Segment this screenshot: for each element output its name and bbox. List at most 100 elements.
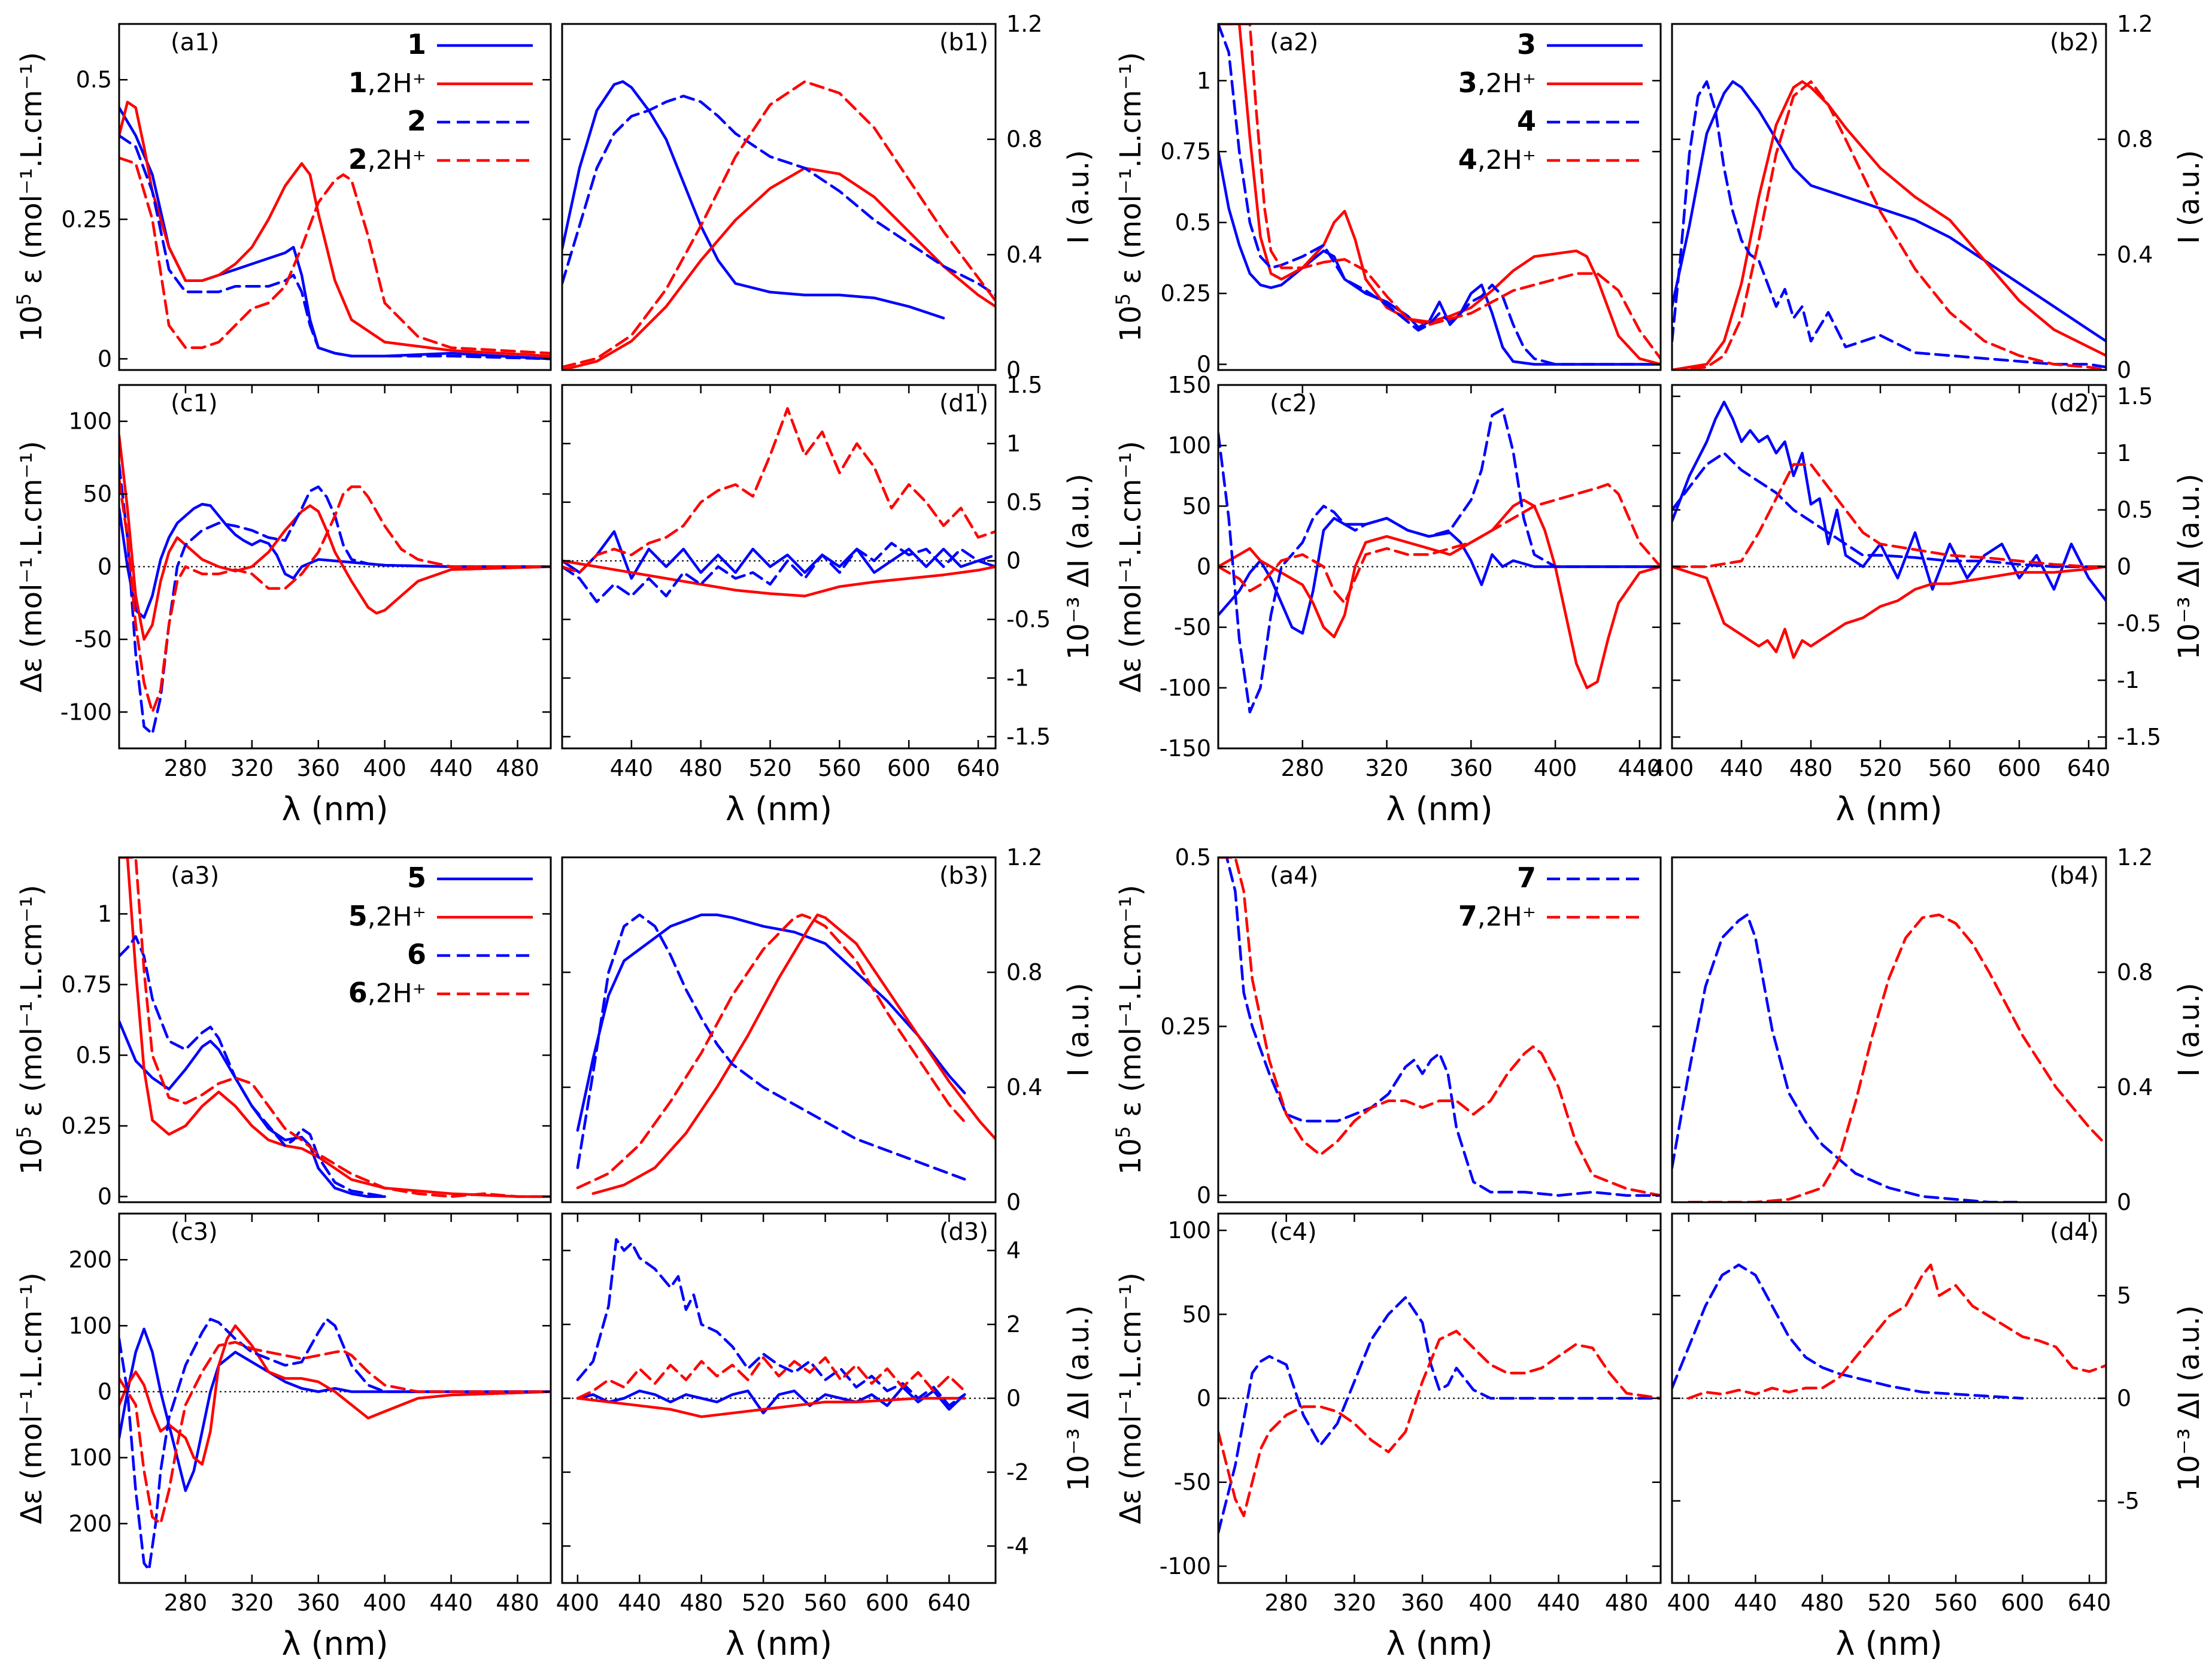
y-axis-label: 105 ε (mol⁻¹.L.cm⁻¹) (1112, 885, 1148, 1175)
y-tick-label: 0.25 (61, 1113, 112, 1139)
panel-label: (b2) (2050, 29, 2099, 56)
panel-c1: -100 -50 0 50 100 280 320 360 400 440 480 (c1) Δε (m… (15, 384, 552, 828)
x-tick-label: 440 (429, 1590, 473, 1616)
series-group (1218, 408, 1661, 714)
y-tick-label: 0.5 (1175, 210, 1211, 236)
x-tick-label: 400 (1469, 1590, 1513, 1616)
y-tick-label: 4 (1006, 1238, 1021, 1264)
x-tick-label: 400 (363, 755, 406, 781)
plot-frame (561, 23, 997, 371)
x-tick-label: 400 (1667, 1590, 1711, 1616)
x-tick-label: 520 (1859, 755, 1902, 781)
x-axis-label: λ (nm) (1835, 1625, 1942, 1663)
y-tick-label: 0 (98, 1378, 112, 1405)
y-tick-label: 100 (68, 408, 112, 435)
series-group (576, 913, 996, 1195)
legend-entry: 7,2H⁺ (1458, 900, 1536, 932)
y-tick-label: 1.5 (2117, 383, 2153, 410)
y-tick-label: 50 (1182, 1301, 1211, 1327)
y-tick-label: 1.2 (2117, 11, 2153, 37)
series-line (576, 1397, 966, 1418)
y-tick-label: 200 (68, 1247, 112, 1273)
x-tick-label: 600 (1998, 755, 2041, 781)
y-tick-label: 0.5 (76, 66, 112, 93)
x-tick-label: 400 (1534, 755, 1577, 781)
y-tick-label: 1 (1006, 430, 1021, 457)
x-tick-label: 480 (496, 755, 539, 781)
y-tick-label: -50 (1174, 1469, 1211, 1496)
y-tick-label: 5 (2117, 1282, 2131, 1309)
panel-label: (c1) (171, 390, 218, 417)
y-tick-label: 0 (98, 345, 112, 372)
y-tick-label: 0.5 (1175, 844, 1211, 871)
panel-d4: -5 0 5 400 440 480 520 560 600 640 (d4) 10⁻³ ΔI (a.… (1667, 1212, 2206, 1663)
x-tick-label: 480 (1605, 1590, 1649, 1616)
y-tick-label: 0 (2117, 357, 2131, 383)
y-tick-label: 1.2 (1006, 11, 1042, 37)
panel-label: (d2) (2050, 390, 2099, 417)
series-group (562, 80, 996, 370)
series-line (576, 913, 966, 1190)
series-group (576, 1238, 966, 1418)
series-line (1672, 80, 2106, 369)
x-tick-label: 600 (866, 1590, 909, 1616)
plot-frame (1671, 23, 2107, 371)
panel-d2: -1.5 -1 -0.5 0 0.5 1 1.5 400 440 480 520 560 600 640 (… (1650, 383, 2206, 828)
panel-label: (a3) (171, 862, 219, 890)
panel-label: (a4) (1270, 862, 1318, 890)
x-axis-label: λ (nm) (726, 1625, 832, 1663)
series-group (1218, 1296, 1661, 1534)
series-line (1687, 1263, 2106, 1400)
series-line (119, 1341, 551, 1526)
series-line (1218, 1330, 1661, 1518)
y-tick-label: 0.5 (76, 1042, 112, 1068)
y-tick-label: 0.5 (2117, 497, 2153, 523)
series-line (119, 935, 386, 1198)
y-axis-label: 105 ε (mol⁻¹.L.cm⁻¹) (13, 52, 48, 342)
y-tick-label: 0.4 (1006, 241, 1042, 268)
legend: 5 5,2H⁺ 6 6,2H⁺ (348, 862, 533, 1009)
x-tick-label: 360 (1449, 755, 1493, 781)
series-line (119, 434, 551, 641)
legend-entry: 5,2H⁺ (348, 900, 426, 932)
x-tick-label: 440 (610, 755, 654, 781)
y-tick-label: -100 (1160, 675, 1211, 701)
series-line (119, 156, 551, 355)
series-line (1218, 150, 1661, 366)
series-group (119, 434, 551, 735)
series-line (1672, 913, 2024, 1202)
y-tick-label: 0 (1006, 1385, 1021, 1412)
x-tick-label: 640 (927, 1590, 971, 1616)
y-tick-label: 0 (2117, 1189, 2131, 1215)
panel-b4: 0 0.4 0.8 1.2 (b4) I (a.u.) (1671, 844, 2206, 1215)
y-tick-label: 1.2 (1006, 844, 1042, 871)
series-line (119, 857, 551, 1198)
y-tick-label: 0 (1197, 1385, 1211, 1412)
y-tick-label: 1 (98, 900, 112, 927)
series-line (119, 478, 551, 714)
x-axis-label: λ (nm) (1835, 790, 1942, 828)
panel-label: (c4) (1270, 1218, 1317, 1246)
y-axis-label: 10⁻³ ΔI (a.u.) (2172, 474, 2206, 660)
series-line (1218, 408, 1661, 714)
x-tick-label: 480 (679, 755, 723, 781)
series-line (119, 101, 551, 357)
y-tick-label: 100 (68, 1312, 112, 1339)
series-line (119, 134, 551, 360)
x-tick-label: 560 (803, 1590, 847, 1616)
series-group (1218, 24, 1661, 366)
series-line (562, 407, 996, 574)
series-group (1218, 857, 1661, 1197)
panel-label: (b1) (939, 29, 988, 56)
y-tick-label: 0.75 (61, 971, 112, 997)
x-tick-label: 320 (1333, 1590, 1376, 1616)
series-group (119, 857, 551, 1198)
series-line (1218, 24, 1661, 366)
panel-d3: -4 -2 0 2 4 400 440 480 520 560 600 640 (d3) 10⁻³ ΔI … (556, 1212, 1096, 1663)
y-tick-label: 1 (2117, 440, 2131, 466)
y-tick-label: -150 (1160, 735, 1211, 762)
series-line (1218, 483, 1661, 605)
series-line (1672, 1263, 2024, 1400)
x-tick-label: 360 (297, 1590, 341, 1616)
plot-frame (118, 856, 552, 1203)
